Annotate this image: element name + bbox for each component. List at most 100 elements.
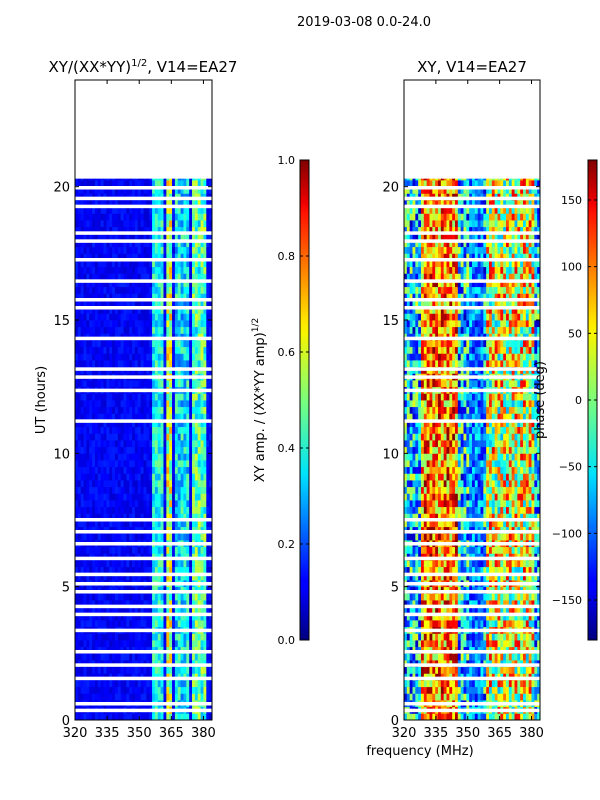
heatmap-cell [109,480,113,488]
heatmap-cell [486,593,490,601]
heatmap-cell [163,713,167,721]
heatmap-cell [503,666,507,674]
heatmap-cell [83,340,87,348]
heatmap-cell [103,420,107,428]
heatmap-cell [97,220,102,228]
heatmap-cell [192,178,196,181]
heatmap-cell [172,426,176,434]
heatmap-cell [209,653,213,661]
heatmap-cell [94,246,99,254]
heatmap-cell [103,640,107,648]
heatmap-cell [203,466,207,474]
heatmap-cell [97,226,102,234]
heatmap-cell [172,233,176,241]
heatmap-cell [494,633,498,641]
heatmap-cell [103,633,107,641]
heatmap-cell [200,546,204,554]
heatmap-cell [154,306,159,314]
heatmap-cell [117,446,122,454]
heatmap-cell [86,693,90,701]
heatmap-cell [77,180,82,188]
heatmap-cell [109,233,113,241]
heatmap-cell [77,593,82,601]
heatmap-cell [106,286,110,294]
heatmap-cell [189,326,193,334]
heatmap-cell [157,313,162,321]
heatmap-cell [172,226,176,234]
heatmap-cell [203,546,207,554]
heatmap-cell [194,513,199,521]
heatmap-cell [497,713,501,721]
heatmap-cell [180,353,184,361]
heatmap-cell [140,213,144,221]
heatmap-cell [97,680,102,688]
heatmap-cell [123,240,127,248]
heatmap-cell [174,433,179,441]
heatmap-cell [86,500,90,508]
heatmap-cell [169,546,173,554]
x-tick-label: 365 [159,726,184,741]
heatmap-cell [152,266,156,274]
heatmap-cell [123,606,127,614]
heatmap-cell [435,620,439,628]
heatmap-cell [154,620,159,628]
heatmap-cell [100,346,104,354]
heatmap-cell [134,560,139,568]
heatmap-cell [123,453,127,461]
heatmap-cell [129,320,133,328]
heatmap-cell [120,606,124,614]
heatmap-cell [186,433,190,441]
heatmap-cell [120,213,124,221]
heatmap-cell [525,713,530,721]
heatmap-cell [206,593,210,601]
heatmap-cell [177,420,181,428]
heatmap-cell [117,180,122,188]
heatmap-cell [166,360,170,368]
heatmap-cell [186,293,190,301]
heatmap-cell [200,713,204,721]
heatmap-cell [152,546,156,554]
heatmap-cell [134,306,139,314]
heatmap-cell [137,413,142,421]
heatmap-cell [528,620,532,628]
heatmap-cell [117,433,122,441]
heatmap-cell [114,178,119,181]
heatmap-cell [480,593,484,601]
heatmap-cell [435,600,439,608]
heatmap-cell [100,666,104,674]
heatmap-cell [186,180,190,188]
heatmap-cell [469,640,473,648]
heatmap-cell [183,293,187,301]
heatmap-cell [106,186,110,194]
heatmap-cell [209,186,213,194]
heatmap-cell [523,620,527,628]
heatmap-cell [183,186,187,194]
heatmap-cell [180,520,184,528]
heatmap-cell [186,620,190,628]
heatmap-cell [455,606,459,614]
heatmap-cell [443,653,447,661]
heatmap-cell [134,620,139,628]
heatmap-cell [197,340,201,348]
heatmap-cell [406,633,411,641]
heatmap-cell [186,246,190,254]
heatmap-cell [89,300,93,308]
heatmap-cell [126,593,130,601]
heatmap-cell [174,440,179,448]
heatmap-cell [83,453,87,461]
heatmap-cell [452,666,456,674]
heatmap-cell [126,306,130,314]
heatmap-cell [157,320,162,328]
heatmap-cell [134,346,139,354]
heatmap-cell [132,313,136,321]
heatmap-cell [134,613,139,621]
heatmap-cell [177,246,181,254]
heatmap-cell [92,640,96,648]
heatmap-cell [106,493,110,501]
heatmap-cell [80,380,84,388]
heatmap-cell [132,226,136,234]
y-tick-label: 0 [62,714,70,729]
heatmap-cell [75,420,79,428]
heatmap-cell [140,220,144,228]
heatmap-cell [123,440,127,448]
